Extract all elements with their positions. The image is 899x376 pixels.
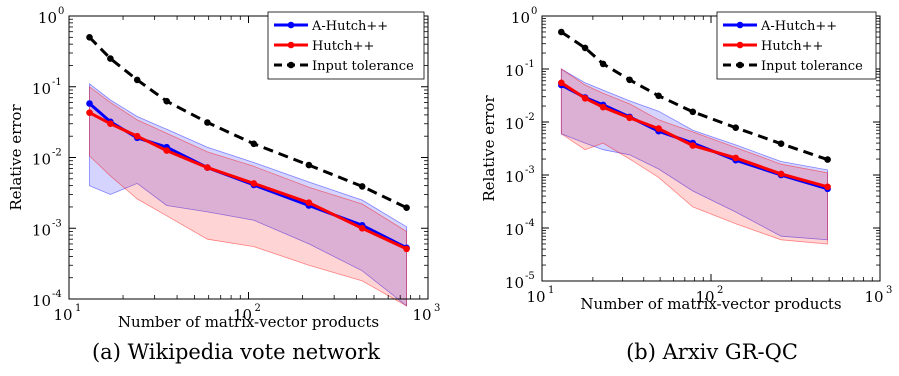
data-point-input-tolerance bbox=[581, 44, 589, 52]
y-tick-exponent: 0 bbox=[531, 6, 537, 17]
data-point-input-tolerance bbox=[777, 140, 785, 147]
data-point-input-tolerance bbox=[655, 92, 662, 100]
legend-marker-a-hutch bbox=[287, 21, 295, 29]
x-tick-exponent: 1 bbox=[75, 303, 81, 314]
data-point-hutch bbox=[581, 95, 589, 102]
data-point-input-tolerance bbox=[558, 28, 565, 36]
x-tick-exponent: 3 bbox=[434, 303, 440, 314]
band-a-hutch- bbox=[89, 82, 408, 307]
x-axis-label: Number of matrix-vector products bbox=[118, 313, 379, 331]
x-tick-exponent: 1 bbox=[548, 285, 554, 296]
data-point-hutch bbox=[655, 125, 662, 132]
y-tick-exponent: -3 bbox=[52, 218, 62, 229]
legend-marker-a-hutch bbox=[736, 21, 744, 29]
legend: A-Hutch++ Hutch++ Input tolerance bbox=[267, 11, 425, 80]
y-tick-exponent: -1 bbox=[52, 77, 62, 88]
y-axis-label: Relative error bbox=[480, 95, 498, 202]
y-tick-label: 10 bbox=[32, 221, 51, 239]
y-tick-label: 10 bbox=[32, 151, 51, 169]
data-point-hutch bbox=[403, 245, 410, 253]
y-tick-label: 10 bbox=[32, 292, 51, 310]
band-a-hutch- bbox=[560, 68, 828, 241]
y-tick-label: 10 bbox=[505, 115, 524, 133]
x-tick-label: 10 bbox=[695, 288, 714, 306]
x-axis-label: Number of matrix-vector products bbox=[580, 295, 841, 313]
legend-label-a-hutch: A-Hutch++ bbox=[311, 19, 388, 34]
y-tick-exponent: -4 bbox=[52, 289, 62, 300]
data-point-hutch bbox=[599, 103, 607, 111]
data-point-hutch bbox=[163, 147, 170, 154]
y-tick-label: 10 bbox=[511, 9, 530, 27]
data-point-input-tolerance bbox=[133, 76, 141, 84]
data-point-input-tolerance bbox=[163, 97, 170, 105]
data-point-input-tolerance bbox=[250, 140, 258, 148]
legend-label-hutch: Hutch++ bbox=[312, 39, 374, 54]
y-tick-exponent: -5 bbox=[525, 271, 535, 282]
data-point-input-tolerance bbox=[358, 183, 366, 190]
y-tick-label: 10 bbox=[505, 274, 524, 292]
legend-label-input-tolerance: Input tolerance bbox=[761, 59, 863, 74]
data-point-input-tolerance bbox=[403, 204, 410, 211]
data-point-input-tolerance bbox=[86, 34, 93, 41]
y-tick-exponent: -4 bbox=[525, 218, 535, 229]
y-tick-label: 10 bbox=[505, 168, 524, 186]
y-tick-exponent: -2 bbox=[52, 148, 62, 159]
x-tick-exponent: 2 bbox=[717, 285, 723, 296]
data-point-hutch bbox=[305, 199, 313, 206]
legend-label-input-tolerance: Input tolerance bbox=[312, 59, 414, 74]
y-tick-label: 10 bbox=[38, 9, 57, 27]
band-hutch- bbox=[89, 86, 408, 307]
x-tick-label: 10 bbox=[53, 306, 72, 324]
x-tick-exponent: 3 bbox=[886, 285, 892, 296]
x-tick-exponent: 2 bbox=[255, 303, 261, 314]
x-tick-label: 10 bbox=[526, 288, 545, 306]
y-tick-exponent: -2 bbox=[525, 112, 535, 123]
data-point-hutch bbox=[86, 109, 93, 116]
data-point-input-tolerance bbox=[107, 55, 114, 62]
legend-marker-input-tolerance bbox=[736, 61, 744, 69]
data-point-hutch bbox=[558, 79, 565, 87]
data-point-input-tolerance bbox=[824, 156, 831, 163]
data-point-input-tolerance bbox=[689, 108, 697, 116]
data-point-hutch bbox=[204, 164, 211, 171]
legend: A-Hutch++ Hutch++ Input tolerance bbox=[716, 11, 877, 80]
data-point-hutch bbox=[732, 154, 739, 162]
data-point-input-tolerance bbox=[305, 161, 313, 169]
minor-ticks bbox=[542, 16, 880, 281]
chart-caption: (b) Arxiv GR-QC bbox=[626, 340, 798, 364]
data-point-input-tolerance bbox=[599, 60, 607, 68]
data-point-hutch bbox=[133, 132, 141, 140]
data-point-input-tolerance bbox=[732, 124, 739, 131]
data-point-hutch bbox=[777, 170, 785, 178]
data-point-hutch bbox=[358, 225, 366, 232]
data-point-input-tolerance bbox=[204, 119, 211, 126]
y-tick-exponent: 0 bbox=[58, 6, 64, 17]
y-tick-label: 10 bbox=[505, 62, 524, 80]
y-tick-label: 10 bbox=[32, 80, 51, 98]
x-tick-label: 10 bbox=[233, 306, 252, 324]
x-tick-label: 10 bbox=[864, 288, 883, 306]
band-hutch- bbox=[560, 68, 828, 245]
y-tick-label: 10 bbox=[505, 221, 524, 239]
data-point-hutch bbox=[689, 142, 697, 149]
legend-marker-hutch bbox=[736, 41, 744, 49]
legend-marker-hutch bbox=[287, 41, 295, 49]
data-point-hutch bbox=[250, 180, 258, 187]
x-tick-label: 10 bbox=[412, 306, 431, 324]
data-point-input-tolerance bbox=[626, 76, 633, 84]
legend-label-hutch: Hutch++ bbox=[761, 39, 823, 54]
data-point-hutch bbox=[107, 120, 114, 127]
data-point-hutch bbox=[626, 114, 633, 122]
legend-marker-input-tolerance bbox=[287, 61, 295, 69]
data-point-a-hutch bbox=[86, 100, 93, 107]
chart-caption: (a) Wikipedia vote network bbox=[92, 340, 380, 364]
data-point-hutch bbox=[824, 183, 831, 191]
y-axis-label: Relative error bbox=[7, 104, 25, 211]
legend-label-a-hutch: A-Hutch++ bbox=[760, 19, 837, 34]
y-tick-exponent: -3 bbox=[525, 165, 535, 176]
y-tick-exponent: -1 bbox=[525, 59, 535, 70]
